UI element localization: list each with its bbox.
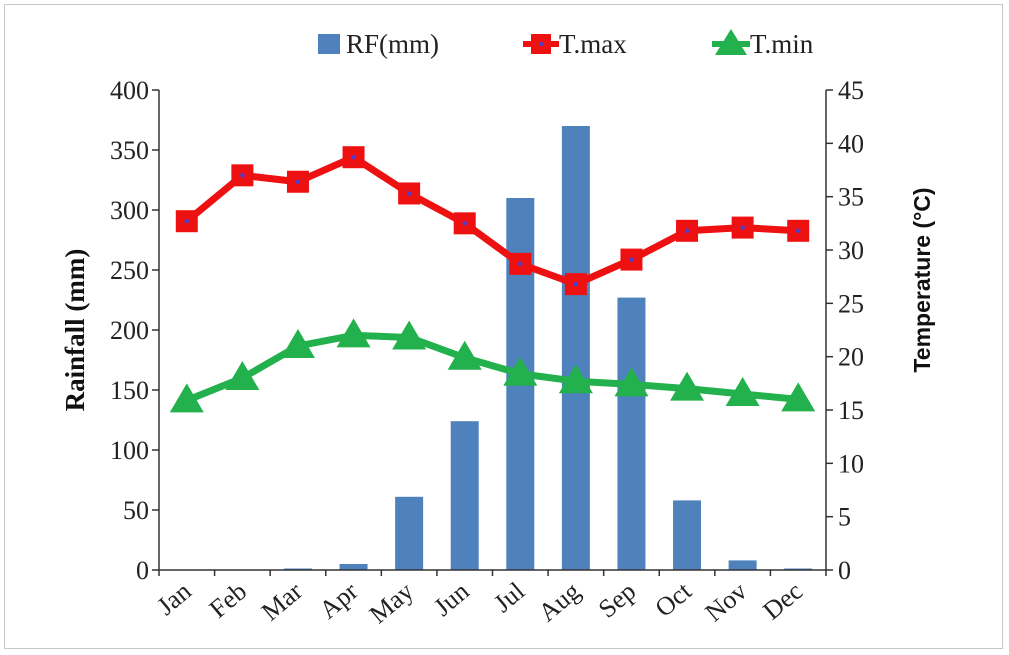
rf-bar — [450, 421, 479, 570]
tmax-point-dot — [629, 257, 634, 262]
tmin-point — [670, 371, 705, 401]
rf-bar — [617, 297, 646, 570]
tmax-point-dot — [740, 225, 745, 230]
rf-bar — [673, 500, 702, 570]
rf-bar — [728, 560, 757, 570]
legend-rf-swatch — [318, 34, 340, 54]
y-left-tick-label: 250 — [110, 256, 149, 285]
tmax-point-dot — [796, 228, 801, 233]
y-right-tick-label: 5 — [838, 503, 851, 532]
bars-layer — [283, 126, 813, 570]
tmax-point-dot — [351, 155, 356, 160]
x-tick-label: Feb — [204, 576, 253, 623]
y-right-tick-label: 0 — [838, 556, 851, 585]
legend-rf-label: RF(mm) — [346, 29, 439, 59]
tmin-point — [447, 340, 482, 370]
y-right-tick-label: 45 — [838, 76, 864, 105]
tmin-point — [336, 318, 371, 348]
tmin-point — [392, 320, 427, 350]
y-left-tick-label: 400 — [110, 76, 149, 105]
x-tick-label: Oct — [649, 576, 697, 623]
y-left-tick-label: 350 — [110, 136, 149, 165]
tmax-point-dot — [573, 281, 579, 287]
tmin-point — [725, 377, 760, 406]
y-left-tick-label: 50 — [123, 496, 149, 525]
rf-bar — [339, 564, 368, 570]
x-tick-label: Sep — [593, 576, 642, 623]
tmin-line — [185, 331, 799, 404]
tmax-point-dot — [462, 221, 467, 226]
y-right-tick-label: 15 — [838, 396, 864, 425]
tmin-point — [225, 361, 260, 390]
x-tick-label: Jan — [151, 576, 196, 621]
rf-bar — [561, 126, 590, 570]
rf-bar — [395, 496, 424, 570]
tmin-point — [781, 382, 816, 412]
tmax-point-dot — [518, 261, 523, 267]
tmin-point — [558, 364, 593, 394]
x-tick-label: Dec — [757, 576, 808, 625]
x-tick-label: May — [364, 576, 419, 629]
tmax-point-dot — [295, 179, 301, 184]
chart-frame — [4, 4, 1003, 649]
y-axis-left-label: Rainfall (mm) — [60, 249, 90, 412]
x-tick-label: Jun — [428, 576, 474, 621]
legend-tmax-dot — [538, 41, 544, 47]
y-left-tick-label: 300 — [110, 196, 149, 225]
tmin-point — [280, 329, 315, 358]
x-tick-label: Mar — [256, 576, 308, 626]
legend-tmin-label: T.min — [750, 29, 814, 59]
tmin-point — [614, 367, 649, 397]
tmin-point — [503, 356, 538, 386]
y-right-tick-label: 40 — [838, 129, 864, 158]
y-right-tick-label: 20 — [838, 343, 864, 372]
y-left-tick-label: 150 — [110, 376, 149, 405]
y-right-tick-label: 25 — [838, 289, 864, 318]
y-right-tick-label: 30 — [838, 236, 864, 265]
x-tick-label: Aug — [533, 576, 586, 627]
tmax-point-dot — [684, 228, 690, 233]
tmin-point — [169, 383, 204, 413]
y-right-tick-label: 10 — [838, 449, 864, 478]
legend-tmin-marker — [715, 29, 747, 55]
y-right-tick-label: 35 — [838, 183, 864, 212]
axes-layer: 0 50 100 150 200 250 300 350 400 0 5 10 15 20 25 30 35 40… — [110, 76, 864, 629]
y-left-tick-label: 0 — [136, 556, 149, 585]
legend-tmax-label: T.max — [559, 29, 627, 59]
y-axis-right-label: Temperature (°C) — [909, 187, 935, 372]
y-left-tick-label: 100 — [110, 436, 149, 465]
y-left-tick-label: 200 — [110, 316, 149, 345]
tmax-point-dot — [240, 173, 245, 178]
tmax-line — [184, 153, 799, 288]
tmax-point-dot — [184, 219, 189, 224]
x-tick-label: Apr — [314, 576, 364, 624]
lines-layer — [169, 146, 816, 413]
x-tick-label: Jul — [488, 576, 530, 618]
legend: RF(mm) T.max T.min — [318, 29, 814, 59]
x-tick-label: Nov — [700, 576, 753, 627]
tmax-point-dot — [406, 191, 412, 196]
